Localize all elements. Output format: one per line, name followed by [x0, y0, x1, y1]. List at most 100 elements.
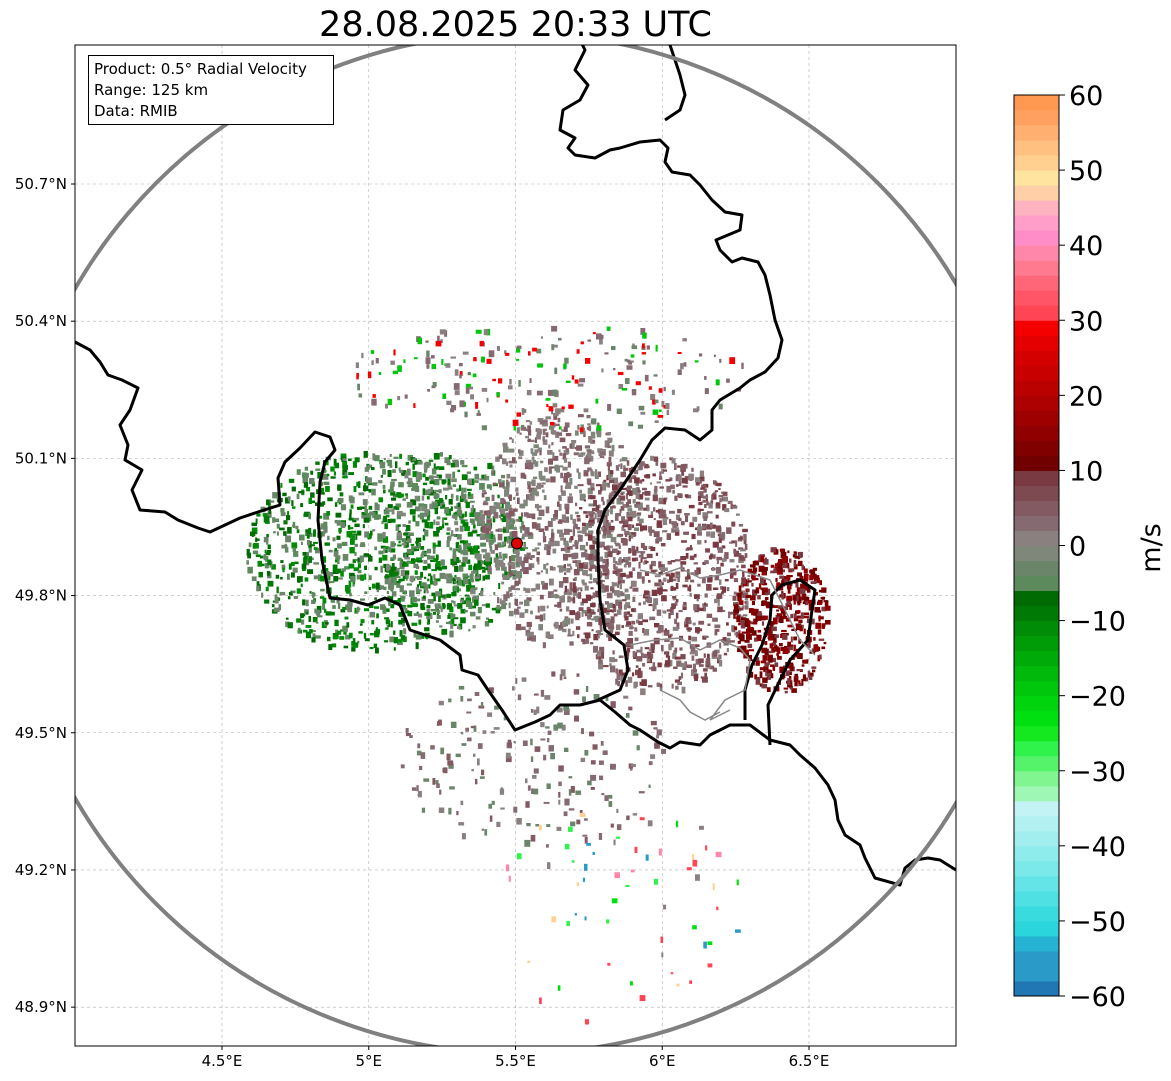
echo-pixel: [355, 362, 359, 369]
echo-pixel: [523, 474, 527, 479]
echo-pixel: [347, 601, 353, 607]
echo-pixel: [513, 526, 517, 531]
echo-pixel: [545, 478, 550, 483]
echo-pixel: [386, 591, 390, 595]
echo-pixel: [285, 535, 292, 543]
echo-pixel: [485, 496, 490, 502]
echo-pixel: [273, 607, 280, 612]
echo-pixel: [328, 611, 335, 616]
echo-pixel: [283, 531, 287, 536]
echo-pixel: [736, 513, 740, 516]
echo-pixel: [653, 507, 656, 512]
echo-pixel: [751, 582, 754, 587]
echo-pixel: [682, 584, 688, 588]
echo-pixel: [592, 851, 595, 855]
echo-pixel: [291, 590, 296, 593]
echo-pixel: [334, 462, 340, 469]
echo-pixel: [652, 399, 656, 405]
echo-pixel: [501, 474, 506, 479]
colorbar-segment: [1014, 215, 1059, 231]
echo-pixel: [623, 564, 627, 568]
echo-pixel: [604, 551, 608, 558]
echo-pixel: [610, 470, 614, 475]
echo-pixel: [650, 720, 657, 726]
echo-pixel: [384, 578, 389, 585]
echo-pixel: [402, 563, 406, 567]
echo-pixel: [611, 610, 615, 613]
echo-pixel: [621, 625, 624, 629]
echo-pixel: [342, 554, 349, 561]
echo-pixel: [426, 350, 430, 357]
echo-pixel: [681, 540, 687, 543]
echo-pixel: [471, 504, 474, 510]
echo-pixel: [546, 605, 549, 609]
echo-pixel: [426, 622, 430, 625]
echo-pixel: [466, 546, 473, 550]
echo-pixel: [791, 688, 797, 693]
echo-pixel: [343, 631, 347, 635]
echo-pixel: [502, 508, 508, 512]
echo-pixel: [505, 575, 511, 579]
echo-pixel: [686, 867, 692, 871]
echo-pixel: [413, 613, 420, 616]
echo-pixel: [372, 529, 376, 532]
echo-pixel: [250, 531, 256, 537]
echo-pixel: [425, 636, 428, 640]
echo-pixel: [502, 486, 506, 489]
echo-pixel: [721, 591, 724, 595]
echo-pixel: [552, 566, 556, 571]
colorbar-tick-label: −10: [1069, 607, 1126, 638]
echo-pixel: [454, 577, 461, 580]
echo-pixel: [602, 750, 608, 755]
echo-pixel: [489, 546, 493, 552]
echo-pixel: [385, 627, 389, 630]
echo-pixel: [311, 637, 316, 643]
echo-pixel: [776, 568, 782, 571]
echo-pixel: [795, 582, 799, 588]
echo-pixel: [574, 447, 579, 450]
echo-pixel: [648, 648, 652, 652]
echo-pixel: [691, 467, 694, 472]
echo-pixel: [654, 582, 660, 587]
echo-pixel: [616, 673, 620, 678]
echo-pixel: [515, 492, 519, 496]
echo-pixel: [782, 556, 788, 563]
echo-pixel: [659, 498, 663, 501]
echo-pixel: [803, 612, 810, 616]
echo-pixel: [758, 573, 760, 576]
echo-pixel: [507, 535, 511, 541]
echo-pixel: [764, 648, 769, 656]
echo-pixel: [632, 499, 636, 504]
echo-pixel: [536, 482, 541, 490]
echo-pixel: [424, 509, 429, 514]
echo-pixel: [271, 564, 276, 570]
echo-pixel: [422, 565, 428, 571]
echo-pixel: [461, 487, 464, 495]
echo-pixel: [485, 524, 491, 531]
echo-pixel: [628, 763, 634, 769]
echo-pixel: [705, 664, 710, 667]
echo-pixel: [344, 566, 350, 570]
echo-pixel: [391, 478, 397, 482]
echo-pixel: [369, 511, 375, 516]
echo-pixel: [414, 458, 417, 465]
echo-pixel: [402, 573, 409, 579]
echo-pixel: [447, 575, 453, 578]
echo-pixel: [704, 376, 707, 380]
echo-pixel: [630, 869, 635, 873]
echo-pixel: [746, 589, 750, 592]
echo-pixel: [454, 514, 458, 521]
echo-pixel: [693, 562, 698, 565]
echo-pixel: [515, 678, 518, 684]
echo-pixel: [784, 690, 788, 694]
echo-pixel: [459, 371, 463, 376]
echo-pixel: [383, 510, 390, 515]
echo-pixel: [618, 384, 624, 389]
radar-site-marker: [510, 537, 523, 550]
echo-pixel: [773, 549, 779, 555]
region-borders: [629, 567, 816, 721]
echo-pixel: [720, 586, 723, 590]
echo-pixel: [586, 611, 590, 616]
echo-pixel: [474, 512, 480, 518]
echo-pixel: [692, 516, 698, 522]
